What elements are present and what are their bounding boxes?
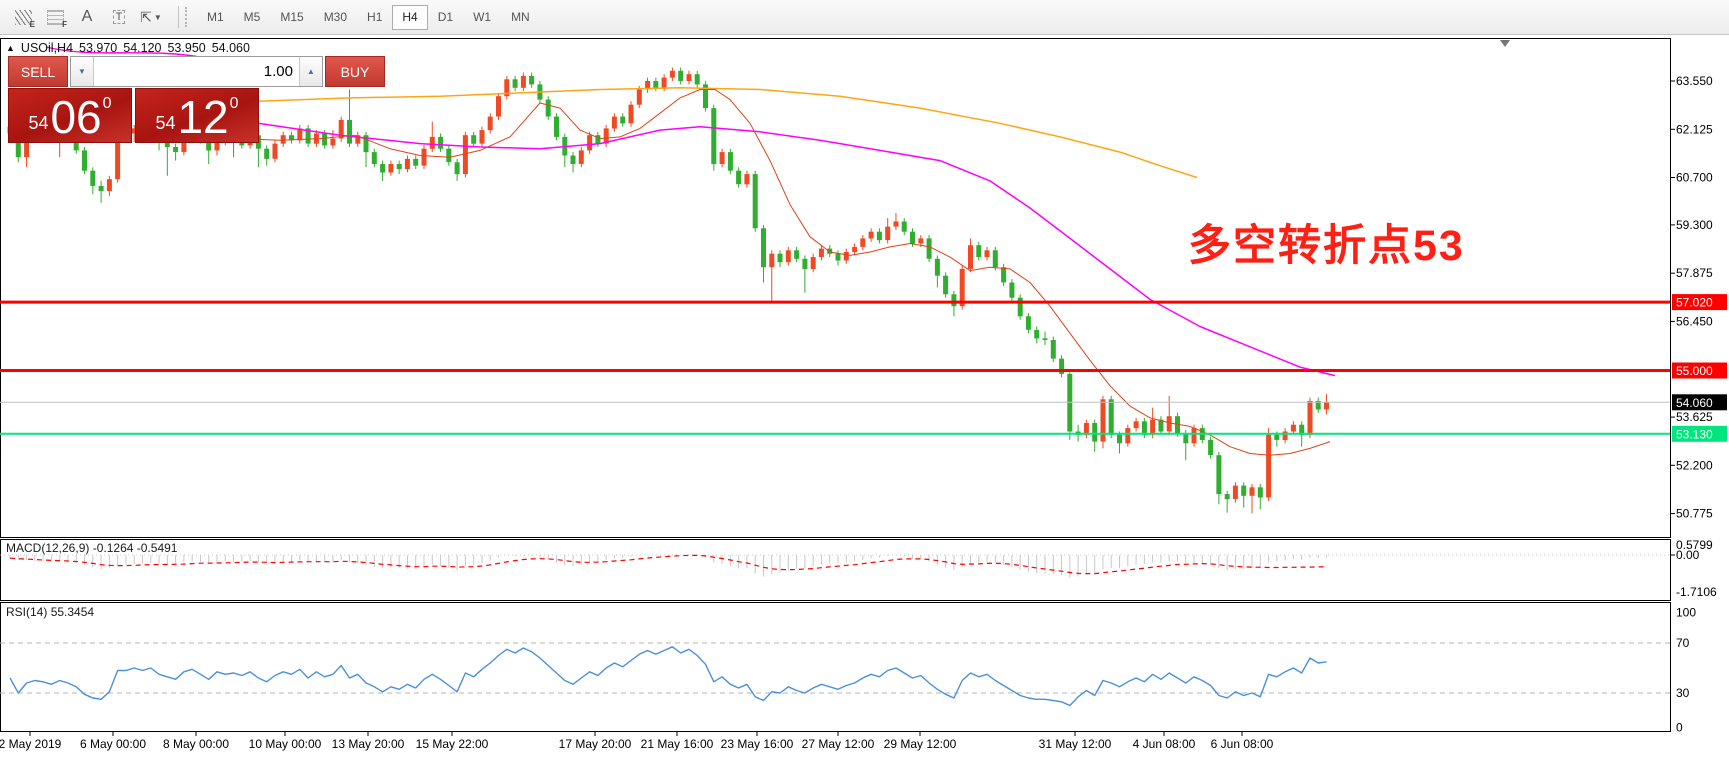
svg-text:4 Jun 08:00: 4 Jun 08:00 [1133,737,1196,751]
text-annotation-icon[interactable]: A [81,8,93,25]
timeframe-h1-button[interactable]: H1 [367,9,383,24]
volume-spinner: ▼ ▲ [70,56,323,87]
ohlc-open: 53.970 [79,41,118,55]
buy-price-display[interactable]: 54 12 0 [135,88,259,143]
sell-price-pips: 06 [50,91,102,143]
timeframe-w1-button[interactable]: W1 [473,9,492,24]
sell-price-pipette: 0 [102,95,112,112]
svg-text:0.00: 0.00 [1676,548,1700,562]
toolbar: E F A T ⇱ ▼ M1 M5 M15 M30 H1 H4 D1 W1 MN [0,0,1729,35]
chart-text-annotation: 多空转折点53 [1188,222,1465,270]
svg-text:13 May 20:00: 13 May 20:00 [332,737,405,751]
indicator-pattern-icon[interactable]: E [8,4,38,30]
svg-text:57.020: 57.020 [1676,296,1713,310]
timeframe-m15-button[interactable]: M15 [280,9,304,24]
svg-text:60.700: 60.700 [1676,171,1713,185]
macd-label: MACD(12,26,9) -0.1264 -0.5491 [6,541,177,555]
volume-decrease-button[interactable]: ▼ [71,57,94,86]
svg-text:10 May 00:00: 10 May 00:00 [249,737,322,751]
dropdown-caret-icon[interactable]: ▼ [153,12,162,22]
svg-text:55.000: 55.000 [1676,364,1713,378]
svg-text:63.550: 63.550 [1676,74,1713,88]
volume-increase-button[interactable]: ▲ [299,57,322,86]
toolbar-separator [178,6,179,28]
svg-text:23 May 16:00: 23 May 16:00 [721,737,794,751]
rsi-value: 55.3454 [50,605,95,619]
svg-text:0.5799: 0.5799 [1676,538,1713,552]
buy-price-pips: 12 [177,91,229,143]
timeframe-m1-button[interactable]: M1 [207,9,224,24]
grid-fibonacci-icon[interactable]: F [40,4,70,30]
svg-text:2 May 2019: 2 May 2019 [0,737,62,751]
svg-text:6 May 00:00: 6 May 00:00 [80,737,146,751]
volume-input[interactable] [94,57,299,86]
svg-text:53.130: 53.130 [1676,427,1713,441]
svg-text:8 May 00:00: 8 May 00:00 [163,737,229,751]
svg-text:54.060: 54.060 [1676,396,1713,410]
svg-text:59.300: 59.300 [1676,218,1713,232]
buy-price-pipette: 0 [229,95,239,112]
timeframe-m5-button[interactable]: M5 [243,9,261,24]
buy-price-whole: 54 [155,113,176,133]
rsi-title: RSI(14) [6,605,48,619]
svg-text:21 May 16:00: 21 May 16:00 [641,737,714,751]
svg-text:6 Jun 08:00: 6 Jun 08:00 [1211,737,1274,751]
svg-text:30: 30 [1676,686,1690,700]
svg-text:62.125: 62.125 [1676,122,1713,136]
svg-text:50.775: 50.775 [1676,507,1713,521]
svg-text:52.200: 52.200 [1676,458,1713,472]
ohlc-high: 54.120 [123,41,162,55]
ohlc-close: 54.060 [211,41,250,55]
timeframe-m30-button[interactable]: M30 [323,9,348,24]
rsi-label: RSI(14) 55.3454 [6,605,94,619]
svg-text:100: 100 [1676,606,1696,620]
macd-main-value: -0.1264 [92,541,134,555]
symbol-bar: ▲ USOil,H4 53.970 54.120 53.950 54.060 [6,41,250,55]
buy-button[interactable]: BUY [325,56,385,87]
svg-text:53.625: 53.625 [1676,410,1713,424]
arrow-objects-icon[interactable]: ⇱ ▼ [140,8,162,25]
sell-button[interactable]: SELL [8,56,68,87]
svg-text:27 May 12:00: 27 May 12:00 [802,737,875,751]
ohlc-low: 53.950 [167,41,206,55]
sell-price-display[interactable]: 54 06 0 [8,88,132,143]
svg-text:56.450: 56.450 [1676,314,1713,328]
svg-text:70: 70 [1676,636,1690,650]
svg-text:57.875: 57.875 [1676,266,1713,280]
svg-text:-1.7106: -1.7106 [1676,585,1717,599]
svg-text:15 May 22:00: 15 May 22:00 [416,737,489,751]
toolbar-grip[interactable] [185,7,191,27]
svg-text:29 May 12:00: 29 May 12:00 [884,737,957,751]
svg-text:0: 0 [1676,721,1683,735]
macd-title: MACD(12,26,9) [6,541,90,555]
timeframe-mn-button[interactable]: MN [511,9,530,24]
macd-signal-value: -0.5491 [136,541,178,555]
collapse-marker-icon[interactable]: ▲ [6,43,15,53]
timeframe-h4-button[interactable]: H4 [392,4,428,30]
svg-text:17 May 20:00: 17 May 20:00 [559,737,632,751]
sell-price-whole: 54 [28,113,49,133]
svg-text:31 May 12:00: 31 May 12:00 [1039,737,1112,751]
timeframe-buttons: M1 M5 M15 M30 H1 H4 D1 W1 MN [197,4,540,30]
text-label-icon[interactable]: T [104,4,134,30]
one-click-trade-panel: SELL ▼ ▲ BUY 54 06 0 54 12 0 [8,56,385,143]
timeframe-d1-button[interactable]: D1 [437,9,454,24]
symbol-name: USOil,H4 [20,41,74,55]
